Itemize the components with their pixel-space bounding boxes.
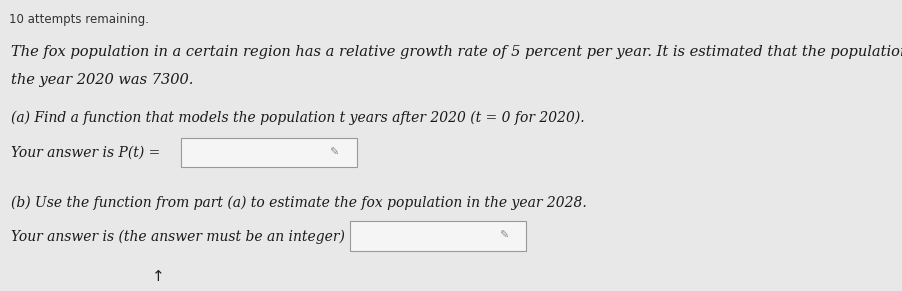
Text: the year 2020 was 7300.: the year 2020 was 7300.	[11, 73, 193, 87]
Text: (b) Use the function from part (a) to estimate the fox population in the year 20: (b) Use the function from part (a) to es…	[11, 196, 586, 210]
Text: (a) Find a function that models the population t years after 2020 (t = 0 for 202: (a) Find a function that models the popu…	[11, 111, 584, 125]
FancyBboxPatch shape	[350, 221, 526, 251]
Text: Your answer is (the answer must be an integer): Your answer is (the answer must be an in…	[11, 229, 345, 244]
Text: 10 attempts remaining.: 10 attempts remaining.	[9, 13, 149, 26]
Text: ↑: ↑	[152, 269, 164, 284]
FancyBboxPatch shape	[180, 138, 356, 167]
Text: Your answer is P(t) =: Your answer is P(t) =	[11, 146, 160, 159]
Text: ✎: ✎	[499, 231, 508, 241]
Text: The fox population in a certain region has a relative growth rate of 5 percent p: The fox population in a certain region h…	[11, 45, 902, 59]
Text: ✎: ✎	[329, 148, 338, 157]
